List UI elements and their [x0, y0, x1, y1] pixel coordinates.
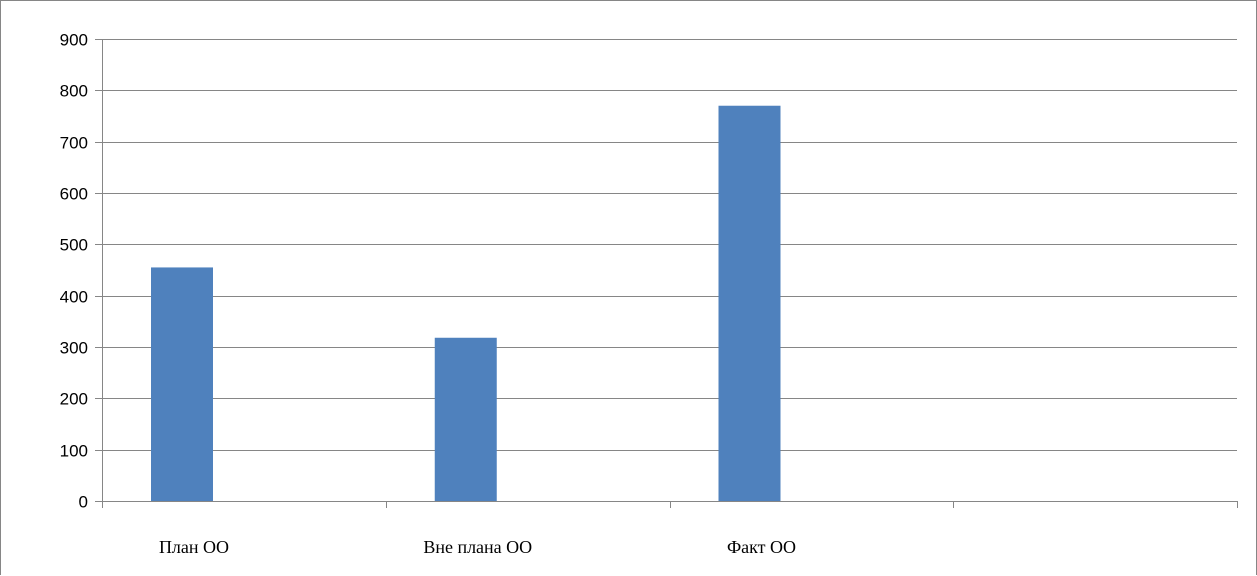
y-tick-label: 300 — [60, 339, 88, 358]
x-category-label: План ОО — [159, 537, 229, 557]
y-tick-label: 900 — [60, 31, 88, 50]
y-tick-label: 200 — [60, 390, 88, 409]
y-tick-label: 0 — [79, 493, 88, 512]
x-category-label: Факт ОО — [727, 537, 796, 557]
labels: 0 100 200 300 400 500 600 700 800 900 План ОО Вне п… — [60, 31, 796, 558]
y-tick-label: 700 — [60, 134, 88, 153]
y-tick-label: 500 — [60, 236, 88, 255]
bar-Факт ОО — [718, 105, 781, 501]
bars — [151, 105, 781, 501]
y-tick-label: 600 — [60, 185, 88, 204]
bar-План ОО — [151, 267, 213, 501]
y-tick-label: 100 — [60, 442, 88, 461]
gridlines — [102, 39, 1237, 451]
axes — [95, 39, 1238, 508]
x-category-label: Вне плана ОО — [423, 537, 532, 557]
bar-Вне плана ОО — [434, 337, 497, 501]
y-tick-label: 800 — [60, 82, 88, 101]
y-tick-label: 400 — [60, 288, 88, 307]
